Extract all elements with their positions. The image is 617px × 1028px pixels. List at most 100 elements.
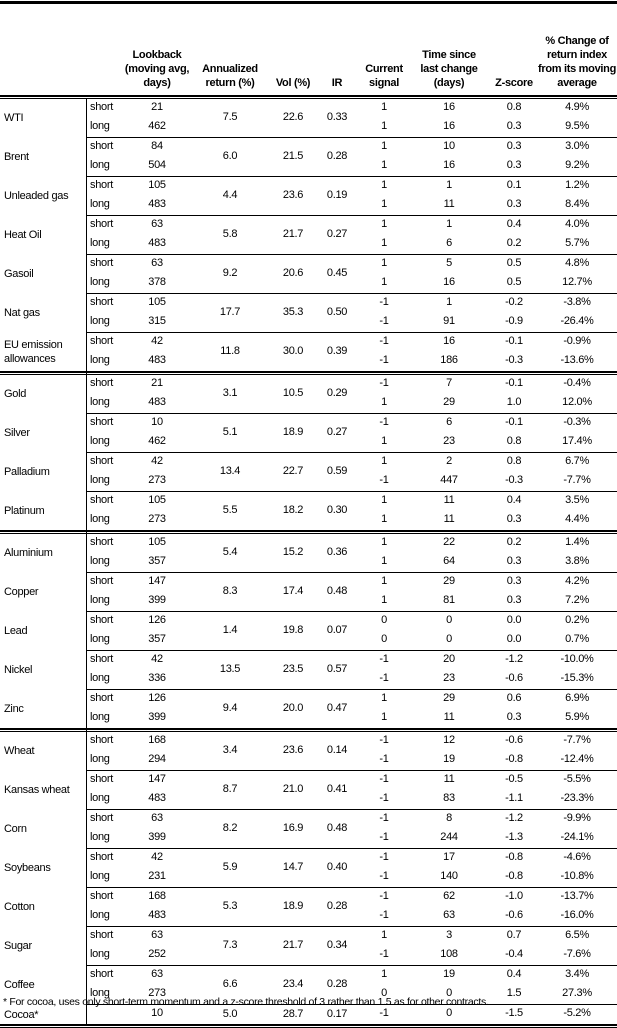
cell-pct: 8.4% [565, 198, 589, 210]
cell-annualized: 9.4 [222, 702, 238, 714]
cell-lookback: 273 [148, 513, 166, 525]
divider [87, 809, 617, 810]
cell-term: long [90, 120, 110, 132]
cell-term: short [90, 851, 113, 863]
cell-zscore: 0.4 [506, 494, 522, 506]
cell-pct: 6.5% [565, 929, 589, 941]
cell-zscore: -0.8 [505, 851, 523, 863]
cell-pct: 7.2% [565, 594, 589, 606]
cell-term: long [90, 948, 110, 960]
cell-ir: 0.39 [326, 345, 348, 357]
cell-pct: 4.4% [565, 513, 589, 525]
cell-term: long [90, 792, 110, 804]
cell-lookback: 126 [148, 614, 166, 626]
cell-time: 63 [443, 909, 455, 921]
divider [87, 215, 617, 216]
cell-time: 108 [440, 948, 458, 960]
cell-term: short [90, 377, 113, 389]
cell-annualized: 3.4 [222, 744, 238, 756]
cell-zscore: 0.1 [506, 179, 522, 191]
cell-annualized: 5.1 [222, 426, 238, 438]
cell-signal: 1 [381, 575, 387, 587]
cell-signal: 1 [381, 536, 387, 548]
cell-ir: 0.47 [326, 702, 348, 714]
cell-term: short [90, 968, 113, 980]
cell-signal: -1 [379, 890, 389, 902]
cell-zscore: 0.3 [506, 159, 522, 171]
cell-term: long [90, 315, 110, 327]
cell-signal: 1 [381, 159, 387, 171]
cell-lookback: 10 [151, 416, 163, 428]
cell-time: 23 [443, 672, 455, 684]
cell-term: short [90, 734, 113, 746]
cell-vol: 23.4 [282, 978, 304, 990]
cell-lookback: 483 [148, 909, 166, 921]
cell-signal: -1 [379, 354, 389, 366]
cell-vol: 19.8 [282, 624, 304, 636]
product-name: Kansas wheat [4, 784, 70, 796]
cell-time: 29 [443, 575, 455, 587]
cell-lookback: 126 [148, 692, 166, 704]
cell-zscore: -1.1 [505, 792, 523, 804]
cell-lookback: 462 [148, 120, 166, 132]
cell-pct: -10.8% [560, 870, 594, 882]
cell-pct: -7.7% [563, 474, 591, 486]
cell-annualized: 8.7 [222, 783, 238, 795]
cell-zscore: -0.6 [505, 672, 523, 684]
cell-annualized: 17.7 [219, 306, 241, 318]
cell-time: 8 [446, 812, 452, 824]
cell-term: long [90, 672, 110, 684]
cell-signal: 0 [381, 987, 387, 999]
cell-pct: -12.4% [560, 753, 594, 765]
cell-signal: 1 [381, 435, 387, 447]
cell-pct: -16.0% [560, 909, 594, 921]
cell-term: short [90, 494, 113, 506]
cell-vol: 35.3 [282, 306, 304, 318]
cell-time: 22 [443, 536, 455, 548]
cell-pct: 6.9% [565, 692, 589, 704]
cell-signal: 0 [381, 614, 387, 626]
cell-zscore: -0.9 [505, 315, 523, 327]
cell-lookback: 63 [151, 929, 163, 941]
product-name: Unleaded gas [4, 190, 69, 202]
cell-ir: 0.50 [326, 306, 348, 318]
cell-ir: 0.07 [326, 624, 348, 636]
cell-time: 20 [443, 653, 455, 665]
column-header-ir: IR [331, 77, 343, 89]
cell-signal: 1 [381, 276, 387, 288]
cell-signal: 1 [381, 218, 387, 230]
cell-time: 10 [443, 140, 455, 152]
cell-signal: -1 [379, 831, 389, 843]
divider [87, 176, 617, 177]
cell-lookback: 399 [148, 711, 166, 723]
cell-term: short [90, 890, 113, 902]
cell-pct: 12.0% [562, 396, 592, 408]
cell-lookback: 147 [148, 575, 166, 587]
cell-pct: -10.0% [560, 653, 594, 665]
cell-signal: -1 [379, 672, 389, 684]
cell-lookback: 252 [148, 948, 166, 960]
cell-time: 29 [443, 396, 455, 408]
cell-signal: 1 [381, 455, 387, 467]
footnote: * For cocoa, uses only short-term moment… [3, 996, 489, 1008]
cell-term: short [90, 536, 113, 548]
cell-signal: -1 [379, 909, 389, 921]
product-name: Copper [4, 586, 39, 598]
cell-time: 7 [446, 377, 452, 389]
divider [87, 650, 617, 651]
cell-term: long [90, 159, 110, 171]
cell-pct: -7.7% [563, 734, 591, 746]
cell-zscore: 0.4 [506, 218, 522, 230]
cell-zscore: -0.3 [505, 474, 523, 486]
cell-time: 6 [446, 237, 452, 249]
divider [87, 254, 617, 255]
cell-term: long [90, 555, 110, 567]
cell-vol: 22.7 [282, 465, 304, 477]
cell-vol: 14.7 [282, 861, 304, 873]
column-header-pct: % Change of return index from its moving… [537, 35, 616, 89]
cell-zscore: -0.1 [505, 416, 523, 428]
cell-pct: 27.3% [562, 987, 592, 999]
cell-time: 62 [443, 890, 455, 902]
cell-pct: 3.8% [565, 555, 589, 567]
column-header-vol: Vol (%) [275, 77, 311, 89]
